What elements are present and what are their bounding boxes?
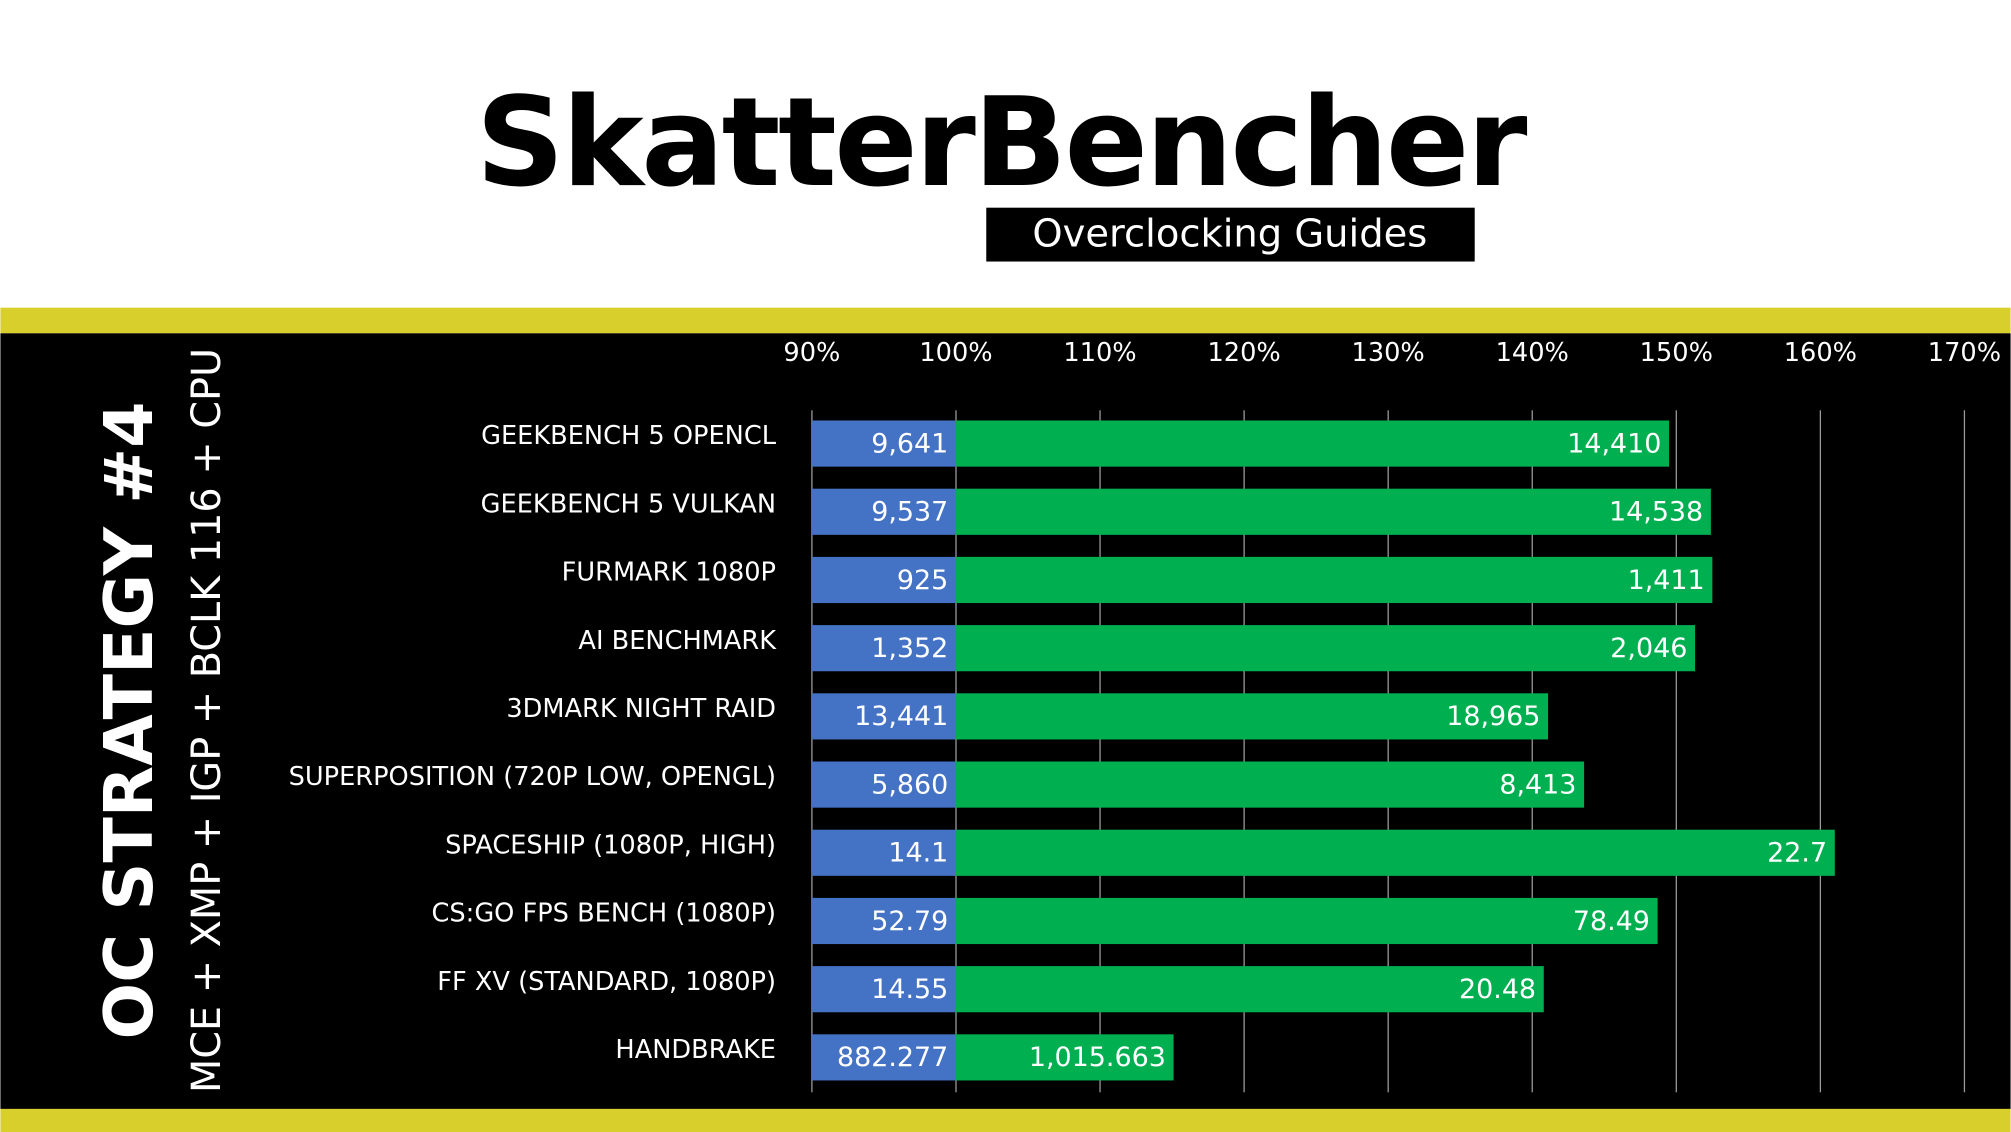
bar bbox=[955, 420, 1670, 467]
value-label: 9,641 bbox=[871, 428, 948, 459]
value-label: 925 bbox=[897, 565, 948, 596]
side-subtitle: MCE + XMP + IGP + BCLK 116 + CPU bbox=[184, 348, 230, 1093]
x-tick-label: 90% bbox=[783, 338, 840, 368]
value-label: 9,537 bbox=[871, 497, 948, 528]
bar bbox=[955, 556, 1713, 604]
x-tick-label: 140% bbox=[1496, 338, 1569, 368]
bar bbox=[811, 693, 956, 740]
value-label: 14.55 bbox=[871, 974, 948, 1005]
bar bbox=[811, 556, 956, 604]
value-label: 1,015.663 bbox=[1029, 1042, 1166, 1073]
bar bbox=[955, 897, 1658, 945]
subtitle-box bbox=[986, 207, 1475, 262]
bar bbox=[811, 488, 956, 535]
x-tick-label: 130% bbox=[1352, 338, 1425, 368]
value-label: 5,860 bbox=[871, 769, 948, 800]
value-label: 78.49 bbox=[1573, 906, 1650, 937]
bar bbox=[811, 966, 956, 1013]
bar bbox=[811, 625, 956, 672]
bar bbox=[811, 420, 956, 467]
bar bbox=[955, 1034, 1174, 1081]
x-tick-label: 160% bbox=[1784, 338, 1857, 368]
x-tick-label: 100% bbox=[919, 338, 992, 368]
bar bbox=[811, 1034, 956, 1081]
category-label: HANDBRAKE bbox=[615, 1035, 776, 1065]
x-tick-label: 170% bbox=[1928, 338, 2001, 368]
x-tick-label: 120% bbox=[1207, 338, 1280, 368]
chart-subtitle: Overclocking Guides bbox=[1032, 211, 1427, 256]
value-label: 2,046 bbox=[1610, 633, 1687, 664]
bar bbox=[811, 897, 956, 945]
value-label: 8,413 bbox=[1499, 769, 1576, 800]
bar bbox=[811, 761, 956, 808]
value-label: 13,441 bbox=[854, 701, 948, 732]
category-label: 3DMARK NIGHT RAID bbox=[506, 694, 776, 724]
bar bbox=[955, 488, 1711, 535]
value-label: 14,538 bbox=[1609, 497, 1703, 528]
bar bbox=[955, 625, 1696, 672]
bar bbox=[811, 829, 956, 876]
plot: 90% 100% 110% 120% 130% 140% 150% 160% 170% GEEKB… bbox=[289, 338, 2001, 1093]
bottom-band bbox=[0, 1108, 2011, 1132]
bar bbox=[955, 829, 1835, 876]
category-label: CS:GO FPS BENCH (1080P) bbox=[432, 899, 776, 929]
value-label: 14,410 bbox=[1567, 428, 1661, 459]
value-label: 1,352 bbox=[871, 633, 948, 664]
category-label: GEEKBENCH 5 OPENCL bbox=[481, 421, 777, 451]
category-label: AI BENCHMARK bbox=[578, 626, 777, 656]
bar bbox=[955, 693, 1549, 740]
value-label: 882.277 bbox=[837, 1042, 948, 1073]
category-label: SUPERPOSITION (720P LOW, OPENGL) bbox=[289, 762, 776, 792]
value-label: 22.7 bbox=[1767, 838, 1827, 869]
category-label: FURMARK 1080P bbox=[562, 558, 776, 588]
chart-title: SkatterBencher bbox=[476, 72, 1528, 215]
category-label: FF XV (STANDARD, 1080P) bbox=[437, 967, 776, 997]
category-label: SPACESHIP (1080P, HIGH) bbox=[445, 830, 776, 860]
bar bbox=[955, 966, 1544, 1013]
top-band bbox=[0, 307, 2011, 334]
x-tick-label: 110% bbox=[1063, 338, 1136, 368]
value-label: 18,965 bbox=[1446, 701, 1540, 732]
category-label: GEEKBENCH 5 VULKAN bbox=[481, 489, 776, 519]
side-title: OC STRATEGY #4 bbox=[90, 401, 168, 1039]
value-label: 14.1 bbox=[888, 838, 948, 869]
value-label: 52.79 bbox=[871, 906, 948, 937]
bar bbox=[955, 761, 1585, 808]
value-label: 20.48 bbox=[1459, 974, 1536, 1005]
value-label: 1,411 bbox=[1628, 565, 1705, 596]
x-tick-label: 150% bbox=[1640, 338, 1713, 368]
